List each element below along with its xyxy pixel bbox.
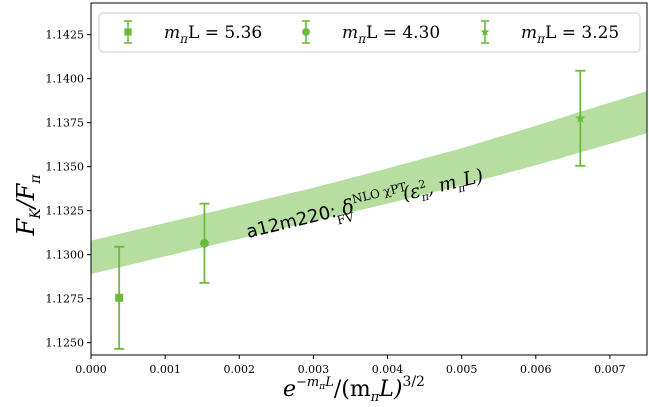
plot-frame [90, 2, 648, 356]
ylabel-sub1: K [28, 207, 44, 220]
xlabel-exp-sub: π [318, 382, 326, 392]
legend-entry-3: mπL = 3.25 [480, 20, 619, 46]
legend-circle-marker [302, 28, 310, 36]
square-marker [115, 293, 124, 302]
legend-star-marker [480, 27, 490, 36]
legend-sub: π [179, 32, 189, 46]
legend: mπL = 5.36 mπL = 4.30 mπL = 3.25 [98, 12, 641, 53]
annot-args-sub2: π [456, 181, 468, 196]
x-tick-label: 0.003 [298, 363, 330, 376]
y-tick-label: 1.1375 [46, 117, 85, 130]
annot-args-sub: π [419, 190, 431, 205]
legend-square-marker [124, 28, 132, 36]
legend-sub: π [357, 32, 367, 46]
annot-delta: δ [333, 194, 357, 222]
y-tick-label: 1.1300 [46, 249, 85, 262]
legend-label: mπL = 5.36 [164, 23, 262, 46]
y-tick-label: 1.1325 [46, 205, 85, 218]
y-tick-label: 1.1400 [46, 73, 85, 86]
legend-m: m [342, 23, 358, 43]
x-tick-label: 0.005 [446, 363, 478, 376]
data-point-2 [199, 202, 210, 284]
xlabel-mid-sub: π [370, 390, 380, 405]
legend-sub: π [536, 32, 546, 46]
xlabel-pow: 3/2 [402, 374, 425, 390]
ylabel-slash: /F [12, 182, 40, 210]
xlabel-exp: −m [296, 375, 319, 390]
x-tick-label: 0.001 [149, 363, 181, 376]
legend-label: mπL = 4.30 [342, 23, 440, 46]
y-tick-label: 1.1350 [46, 161, 85, 174]
prediction-band [91, 91, 647, 274]
ylabel-main: F [12, 218, 40, 237]
xlabel-base: e [283, 377, 296, 402]
annot-args: (ε [400, 180, 422, 206]
xlabel-mid: /(m [334, 377, 371, 402]
data-points [114, 69, 586, 350]
xlabel-exp-tail: L [324, 375, 334, 390]
circle-marker [200, 238, 209, 248]
legend-entry-2: mπL = 4.30 [302, 20, 440, 46]
legend-m: m [164, 23, 180, 43]
legend-box [98, 12, 641, 53]
axes: 0.000 0.001 0.002 0.003 0.004 0.005 0.006 0.007… [46, 2, 648, 376]
x-tick-label: 0.004 [372, 363, 404, 376]
legend-value: L = 4.30 [366, 23, 440, 43]
y-tick-label: 1.1250 [46, 337, 85, 350]
legend-entry-1: mπL = 5.36 [124, 20, 262, 46]
axis-labels: e−mπL/(mπL)3/2FK/Fπ [12, 174, 425, 405]
legend-label: mπL = 3.25 [521, 23, 619, 46]
y-tick-label: 1.1275 [46, 293, 85, 306]
legend-m: m [521, 23, 537, 43]
x-tick-label: 0.002 [224, 363, 256, 376]
y-axis-label-group: FK/Fπ [12, 174, 44, 237]
data-point-3 [575, 69, 586, 167]
band-area [91, 91, 647, 274]
x-tick-label: 0.000 [75, 363, 107, 376]
annot-args-end: L) [460, 165, 486, 191]
xlabel-tail: L) [378, 377, 402, 402]
data-point-1 [114, 245, 125, 350]
y-tick-label: 1.1425 [46, 29, 85, 42]
ylabel-sub2: π [28, 174, 44, 185]
x-tick-label: 0.006 [520, 363, 552, 376]
legend-value: L = 3.25 [545, 23, 619, 43]
x-tick-label: 0.007 [594, 363, 626, 376]
legend-value: L = 5.36 [188, 23, 262, 43]
x-axis-label: e−mπL/(mπL)3/2 [283, 374, 425, 405]
y-axis-label: FK/Fπ [12, 174, 44, 237]
annot-args-sup: 2 [417, 177, 427, 191]
annot-sub: FV [336, 210, 356, 228]
star-marker [575, 112, 586, 123]
